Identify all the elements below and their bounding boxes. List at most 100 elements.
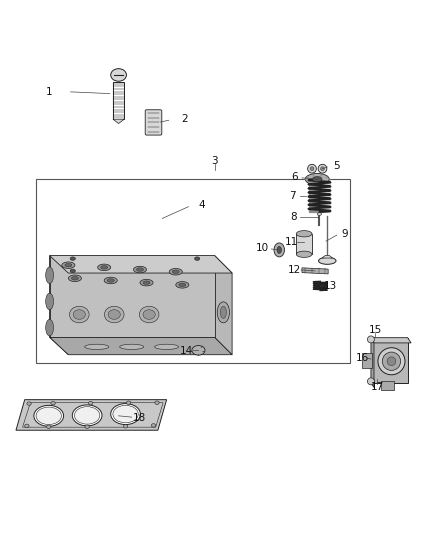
Text: 4: 4: [198, 200, 205, 211]
Ellipse shape: [318, 257, 336, 264]
Ellipse shape: [27, 402, 31, 405]
Ellipse shape: [320, 175, 322, 176]
Text: 6: 6: [291, 172, 297, 182]
Polygon shape: [16, 400, 166, 430]
Bar: [362, 352, 372, 368]
Ellipse shape: [62, 262, 75, 269]
Ellipse shape: [143, 281, 150, 285]
Ellipse shape: [104, 306, 124, 323]
Bar: [35, 179, 350, 362]
Polygon shape: [49, 256, 232, 273]
Ellipse shape: [46, 267, 53, 284]
Polygon shape: [113, 119, 124, 124]
Ellipse shape: [70, 269, 75, 272]
Bar: [371, 338, 408, 383]
Ellipse shape: [46, 319, 53, 336]
Ellipse shape: [382, 352, 401, 370]
Ellipse shape: [85, 344, 109, 350]
Ellipse shape: [220, 306, 226, 318]
Ellipse shape: [139, 306, 159, 323]
Ellipse shape: [296, 231, 312, 237]
Polygon shape: [49, 256, 68, 354]
Ellipse shape: [179, 283, 186, 287]
Ellipse shape: [70, 257, 75, 261]
Ellipse shape: [172, 270, 179, 273]
Polygon shape: [215, 256, 232, 354]
Ellipse shape: [140, 279, 153, 286]
Ellipse shape: [155, 344, 179, 350]
Ellipse shape: [73, 310, 85, 319]
Text: 15: 15: [369, 325, 382, 335]
Text: 3: 3: [211, 156, 218, 166]
Text: 7: 7: [289, 191, 296, 201]
Ellipse shape: [307, 176, 309, 178]
Ellipse shape: [36, 407, 61, 425]
Ellipse shape: [111, 69, 127, 81]
Text: 5: 5: [334, 161, 340, 171]
Ellipse shape: [74, 407, 100, 424]
Ellipse shape: [317, 213, 321, 215]
Ellipse shape: [321, 167, 325, 171]
Ellipse shape: [72, 405, 102, 426]
Ellipse shape: [113, 405, 138, 423]
Polygon shape: [302, 268, 328, 274]
Ellipse shape: [328, 179, 330, 180]
Ellipse shape: [71, 277, 78, 280]
Ellipse shape: [367, 336, 374, 343]
Ellipse shape: [88, 401, 93, 405]
Text: 12: 12: [287, 265, 301, 275]
Ellipse shape: [127, 401, 131, 405]
Ellipse shape: [318, 164, 327, 173]
Ellipse shape: [101, 265, 108, 269]
Ellipse shape: [307, 164, 316, 173]
Ellipse shape: [305, 174, 329, 185]
Ellipse shape: [46, 293, 53, 310]
Ellipse shape: [296, 251, 312, 257]
Text: 9: 9: [342, 229, 348, 239]
Ellipse shape: [194, 257, 200, 261]
Ellipse shape: [51, 401, 55, 405]
Ellipse shape: [34, 405, 64, 426]
Text: 11: 11: [284, 238, 298, 247]
Ellipse shape: [134, 266, 147, 273]
Ellipse shape: [143, 310, 155, 319]
Text: 16: 16: [356, 353, 369, 363]
Ellipse shape: [155, 401, 159, 405]
Text: 18: 18: [133, 413, 146, 423]
Ellipse shape: [387, 357, 396, 366]
Polygon shape: [49, 256, 215, 337]
Ellipse shape: [46, 425, 51, 429]
Polygon shape: [371, 338, 411, 343]
Polygon shape: [49, 337, 232, 354]
Ellipse shape: [217, 302, 230, 323]
Ellipse shape: [98, 264, 111, 271]
Text: 14: 14: [180, 346, 193, 356]
Ellipse shape: [310, 167, 314, 171]
Ellipse shape: [70, 306, 89, 323]
Polygon shape: [371, 338, 374, 387]
Ellipse shape: [274, 243, 285, 257]
Ellipse shape: [124, 425, 128, 428]
Ellipse shape: [111, 403, 141, 425]
Text: 10: 10: [256, 243, 269, 253]
Ellipse shape: [176, 281, 189, 288]
Text: 13: 13: [324, 281, 337, 290]
Ellipse shape: [304, 179, 307, 180]
Ellipse shape: [151, 424, 155, 427]
Ellipse shape: [85, 425, 89, 429]
Ellipse shape: [25, 424, 29, 427]
Ellipse shape: [107, 279, 114, 282]
Ellipse shape: [108, 310, 120, 319]
Text: 8: 8: [290, 212, 297, 222]
Ellipse shape: [120, 344, 144, 350]
Ellipse shape: [65, 263, 72, 267]
Ellipse shape: [367, 378, 374, 385]
Ellipse shape: [312, 176, 322, 182]
Ellipse shape: [326, 176, 328, 178]
Ellipse shape: [68, 275, 81, 281]
Ellipse shape: [169, 269, 182, 275]
Ellipse shape: [104, 277, 117, 284]
FancyBboxPatch shape: [145, 110, 162, 135]
Ellipse shape: [312, 175, 314, 176]
Ellipse shape: [137, 268, 144, 271]
